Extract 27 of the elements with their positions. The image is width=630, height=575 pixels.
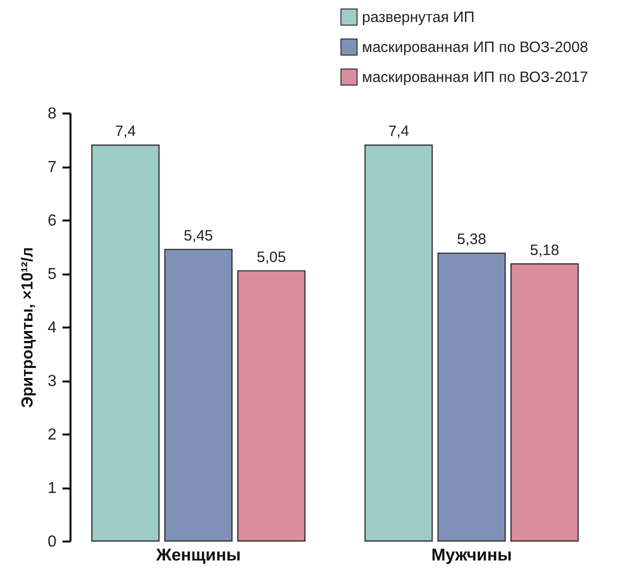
y-tick-label: 1 xyxy=(48,480,57,497)
bar xyxy=(364,144,433,542)
bar xyxy=(91,144,160,542)
data-label: 5,05 xyxy=(256,248,286,266)
bar xyxy=(237,270,306,542)
legend-label: маскированная ИП по ВОЗ-2017 xyxy=(362,69,588,86)
y-tick-label: 8 xyxy=(48,106,57,122)
data-label: 5,18 xyxy=(530,242,560,259)
y-axis-title: Эритроциты, ×10¹²/л xyxy=(20,247,37,408)
bar xyxy=(510,263,579,542)
bar xyxy=(164,248,233,542)
bar xyxy=(437,252,506,542)
data-label: 7,4 xyxy=(114,123,136,140)
legend-label: развернутая ИП xyxy=(362,9,475,26)
data-label: 7,4 xyxy=(388,123,410,140)
x-tick-label: Мужчины xyxy=(431,546,512,564)
y-tick-label: 7 xyxy=(48,159,57,176)
y-tick-label: 0 xyxy=(48,534,57,550)
legend-label: маскированная ИП по ВОЗ-2008 xyxy=(362,39,588,56)
x-tick-label: Женщины xyxy=(155,546,241,564)
y-tick-label: 5 xyxy=(48,266,57,283)
y-tick-label: 6 xyxy=(48,212,57,230)
data-label: 5,45 xyxy=(184,227,214,244)
y-tick-label: 2 xyxy=(48,426,57,444)
y-tick-label: 4 xyxy=(48,320,57,336)
data-label: 5,38 xyxy=(456,231,486,248)
y-tick-label: 3 xyxy=(48,373,57,390)
